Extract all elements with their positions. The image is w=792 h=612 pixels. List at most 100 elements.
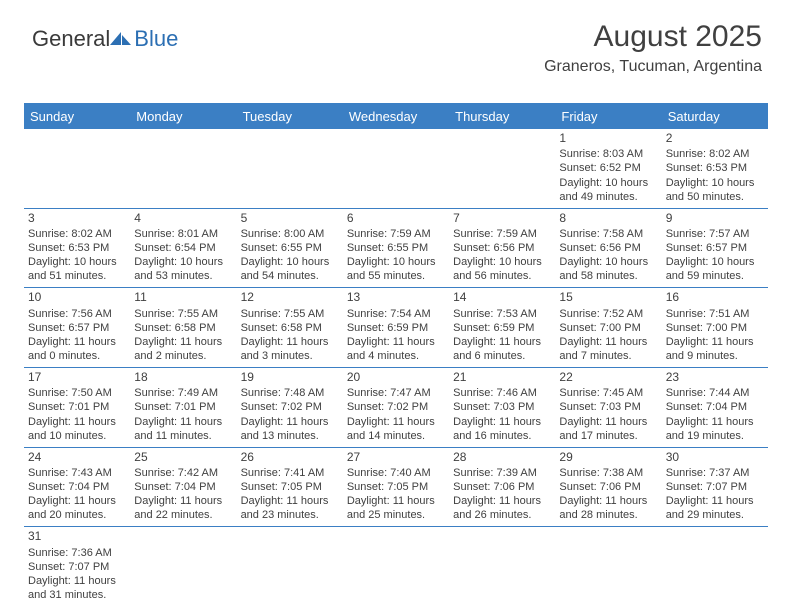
day-info-line: Sunrise: 7:45 AM — [559, 386, 657, 400]
day-number: 22 — [559, 370, 657, 385]
day-info-line: Daylight: 11 hours — [134, 494, 232, 508]
day-number: 14 — [453, 290, 551, 305]
day-info-line: Sunrise: 7:58 AM — [559, 227, 657, 241]
day-info-line: and 16 minutes. — [453, 429, 551, 443]
day-info-line: Daylight: 11 hours — [559, 494, 657, 508]
day-info-line: Daylight: 10 hours — [559, 255, 657, 269]
day-number: 1 — [559, 131, 657, 146]
day-number: 25 — [134, 450, 232, 465]
day-info-line: Sunrise: 8:02 AM — [28, 227, 126, 241]
day-info-line: Sunrise: 7:39 AM — [453, 466, 551, 480]
calendar-cell: 5Sunrise: 8:00 AMSunset: 6:55 PMDaylight… — [237, 209, 343, 288]
day-info-line: Sunset: 7:00 PM — [559, 321, 657, 335]
day-number: 5 — [241, 211, 339, 226]
day-number: 27 — [347, 450, 445, 465]
calendar-cell: 3Sunrise: 8:02 AMSunset: 6:53 PMDaylight… — [24, 209, 130, 288]
calendar-cell — [237, 129, 343, 208]
calendar-header-cell: Tuesday — [237, 105, 343, 129]
calendar-cell: 26Sunrise: 7:41 AMSunset: 7:05 PMDayligh… — [237, 448, 343, 527]
calendar-cell: 31Sunrise: 7:36 AMSunset: 7:07 PMDayligh… — [24, 527, 130, 606]
day-info-line: Daylight: 10 hours — [28, 255, 126, 269]
day-info-line: and 23 minutes. — [241, 508, 339, 522]
day-number: 4 — [134, 211, 232, 226]
day-info-line: and 13 minutes. — [241, 429, 339, 443]
day-info-line: Sunset: 6:59 PM — [453, 321, 551, 335]
day-info-line: and 19 minutes. — [666, 429, 764, 443]
day-info-line: Sunset: 7:01 PM — [134, 400, 232, 414]
day-number: 10 — [28, 290, 126, 305]
day-info-line: Daylight: 11 hours — [453, 494, 551, 508]
calendar-cell: 25Sunrise: 7:42 AMSunset: 7:04 PMDayligh… — [130, 448, 236, 527]
header-right: August 2025 Graneros, Tucuman, Argentina — [544, 20, 762, 76]
day-info-line: Sunset: 6:53 PM — [666, 161, 764, 175]
day-info-line: Daylight: 11 hours — [347, 494, 445, 508]
calendar-cell: 14 Sunrise: 7:53 AMSunset: 6:59 PMDayligh… — [449, 288, 555, 367]
day-info-line: Sunrise: 7:59 AM — [347, 227, 445, 241]
calendar-cell: 18Sunrise: 7:49 AMSunset: 7:01 PMDayligh… — [130, 368, 236, 447]
day-info-line: Sunrise: 7:40 AM — [347, 466, 445, 480]
day-info-line: Daylight: 11 hours — [241, 494, 339, 508]
calendar-cell — [555, 527, 661, 606]
day-info-line: Sunrise: 7:47 AM — [347, 386, 445, 400]
day-info-line: and 17 minutes. — [559, 429, 657, 443]
logo-text-general: General — [32, 26, 110, 52]
calendar-cell: 30Sunrise: 7:37 AMSunset: 7:07 PMDayligh… — [662, 448, 768, 527]
calendar-cell: 4Sunrise: 8:01 AMSunset: 6:54 PMDaylight… — [130, 209, 236, 288]
day-info-line: Sunset: 7:03 PM — [559, 400, 657, 414]
day-number: 6 — [347, 211, 445, 226]
calendar-body: 1Sunrise: 8:03 AMSunset: 6:52 PMDaylight… — [24, 129, 768, 606]
calendar-row: 24Sunrise: 7:43 AMSunset: 7:04 PMDayligh… — [24, 448, 768, 528]
day-number: 13 — [347, 290, 445, 305]
calendar-cell: 9Sunrise: 7:57 AMSunset: 6:57 PMDaylight… — [662, 209, 768, 288]
day-info-line: and 20 minutes. — [28, 508, 126, 522]
day-info-line: Sunrise: 7:42 AM — [134, 466, 232, 480]
day-info-line: Sunrise: 8:01 AM — [134, 227, 232, 241]
day-info-line: and 53 minutes. — [134, 269, 232, 283]
day-info-line: and 25 minutes. — [347, 508, 445, 522]
calendar-cell: 29Sunrise: 7:38 AMSunset: 7:06 PMDayligh… — [555, 448, 661, 527]
day-info-line: and 14 minutes. — [347, 429, 445, 443]
day-info-line: and 50 minutes. — [666, 190, 764, 204]
day-info-line: Sunset: 7:04 PM — [666, 400, 764, 414]
day-info-line: Sunrise: 7:55 AM — [241, 307, 339, 321]
calendar-cell: 22Sunrise: 7:45 AMSunset: 7:03 PMDayligh… — [555, 368, 661, 447]
calendar-header-cell: Sunday — [24, 105, 130, 129]
day-info-line: Daylight: 11 hours — [28, 335, 126, 349]
calendar-cell: 23Sunrise: 7:44 AMSunset: 7:04 PMDayligh… — [662, 368, 768, 447]
day-info-line: Sunset: 6:58 PM — [134, 321, 232, 335]
day-info-line: Daylight: 11 hours — [666, 494, 764, 508]
day-info-line: Sunrise: 7:37 AM — [666, 466, 764, 480]
day-info-line: Sunset: 6:57 PM — [28, 321, 126, 335]
day-info-line: Sunrise: 7:41 AM — [241, 466, 339, 480]
day-info-line: and 7 minutes. — [559, 349, 657, 363]
calendar-header-cell: Friday — [555, 105, 661, 129]
calendar-cell — [662, 527, 768, 606]
day-number: 17 — [28, 370, 126, 385]
day-number: 20 — [347, 370, 445, 385]
day-info-line: Daylight: 11 hours — [453, 335, 551, 349]
calendar-cell — [130, 527, 236, 606]
day-info-line: and 56 minutes. — [453, 269, 551, 283]
day-info-line: Daylight: 11 hours — [241, 335, 339, 349]
day-number: 28 — [453, 450, 551, 465]
day-info-line: Daylight: 11 hours — [453, 415, 551, 429]
day-info-line: Sunrise: 7:53 AM — [453, 307, 551, 321]
day-info-line: Daylight: 11 hours — [28, 415, 126, 429]
day-info-line: Sunset: 7:05 PM — [347, 480, 445, 494]
calendar-cell: 1Sunrise: 8:03 AMSunset: 6:52 PMDaylight… — [555, 129, 661, 208]
day-info-line: Sunrise: 7:43 AM — [28, 466, 126, 480]
day-info-line: Daylight: 11 hours — [559, 415, 657, 429]
calendar-header-row: SundayMondayTuesdayWednesdayThursdayFrid… — [24, 105, 768, 129]
day-info-line: Daylight: 11 hours — [134, 335, 232, 349]
calendar-cell: 20Sunrise: 7:47 AMSunset: 7:02 PMDayligh… — [343, 368, 449, 447]
calendar-cell — [343, 527, 449, 606]
day-info-line: and 0 minutes. — [28, 349, 126, 363]
day-info-line: Daylight: 11 hours — [134, 415, 232, 429]
day-number: 31 — [28, 529, 126, 544]
day-info-line: Sunrise: 7:48 AM — [241, 386, 339, 400]
day-info-line: Sunset: 7:05 PM — [241, 480, 339, 494]
day-info-line: Daylight: 10 hours — [134, 255, 232, 269]
day-info-line: and 49 minutes. — [559, 190, 657, 204]
day-info-line: Sunset: 6:54 PM — [134, 241, 232, 255]
day-info-line: and 54 minutes. — [241, 269, 339, 283]
